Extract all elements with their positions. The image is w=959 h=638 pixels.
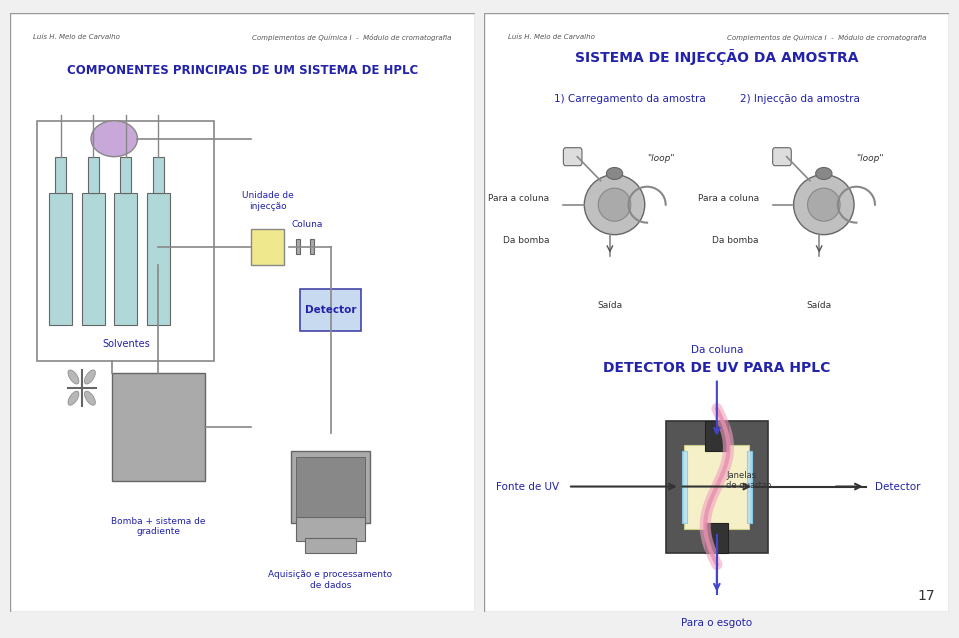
Ellipse shape: [584, 175, 644, 235]
Text: Complementos de Química I  -  Módulo de cromatografia: Complementos de Química I - Módulo de cr…: [252, 34, 452, 41]
Text: Janelas
de quartzo: Janelas de quartzo: [726, 471, 772, 490]
Bar: [295, 239, 300, 254]
Text: Para a coluna: Para a coluna: [697, 194, 759, 203]
Ellipse shape: [84, 370, 96, 384]
Ellipse shape: [816, 168, 832, 179]
Text: Aquisição e processamento
de dados: Aquisição e processamento de dados: [269, 570, 392, 590]
Bar: [705, 523, 729, 553]
Ellipse shape: [807, 188, 840, 221]
Bar: [300, 288, 361, 330]
Text: Coluna: Coluna: [292, 219, 323, 228]
Text: 2) Injecção da amostra: 2) Injecção da amostra: [740, 94, 860, 104]
Text: Para o esgoto: Para o esgoto: [681, 618, 753, 628]
Bar: [747, 450, 752, 523]
Text: Da bomba: Da bomba: [503, 236, 550, 245]
Ellipse shape: [91, 121, 137, 157]
Text: Complementos de Química I  -  Módulo de cromatografia: Complementos de Química I - Módulo de cr…: [727, 34, 926, 41]
Bar: [152, 157, 164, 193]
Bar: [291, 450, 370, 523]
Bar: [666, 420, 768, 553]
Ellipse shape: [68, 391, 79, 405]
Bar: [251, 228, 284, 265]
Text: COMPONENTES PRINCIPAIS DE UM SISTEMA DE HPLC: COMPONENTES PRINCIPAIS DE UM SISTEMA DE …: [66, 64, 418, 77]
Text: "loop": "loop": [856, 154, 884, 163]
Bar: [87, 157, 99, 193]
Bar: [37, 121, 214, 360]
Text: Para a coluna: Para a coluna: [488, 194, 550, 203]
Bar: [112, 373, 205, 480]
Bar: [295, 517, 365, 540]
Text: Da bomba: Da bomba: [713, 236, 759, 245]
Ellipse shape: [606, 168, 622, 179]
FancyBboxPatch shape: [773, 148, 791, 166]
Text: Saída: Saída: [597, 300, 622, 309]
Ellipse shape: [68, 370, 79, 384]
Text: Fonte de UV: Fonte de UV: [496, 482, 559, 491]
Bar: [82, 193, 105, 325]
Bar: [705, 420, 729, 450]
Text: "loop": "loop": [647, 154, 675, 163]
Text: Unidade de
injecção: Unidade de injecção: [242, 191, 293, 211]
Text: Luís H. Melo de Carvalho: Luís H. Melo de Carvalho: [507, 34, 595, 40]
Text: Solventes: Solventes: [102, 339, 150, 348]
Text: 17: 17: [918, 590, 935, 604]
Ellipse shape: [598, 188, 631, 221]
Bar: [56, 157, 66, 193]
Text: 1) Carregamento da amostra: 1) Carregamento da amostra: [554, 94, 706, 104]
Bar: [682, 450, 687, 523]
FancyBboxPatch shape: [563, 148, 582, 166]
Text: Bomba + sistema de
gradiente: Bomba + sistema de gradiente: [111, 517, 205, 536]
Text: SISTEMA DE INJECÇÃO DA AMOSTRA: SISTEMA DE INJECÇÃO DA AMOSTRA: [575, 48, 858, 64]
Bar: [49, 193, 72, 325]
Text: Da coluna: Da coluna: [690, 345, 743, 355]
Bar: [310, 239, 315, 254]
Text: Detector: Detector: [305, 304, 357, 315]
Bar: [685, 445, 749, 528]
Bar: [120, 157, 131, 193]
Bar: [147, 193, 170, 325]
Text: Detector: Detector: [875, 482, 921, 491]
Bar: [114, 193, 137, 325]
Ellipse shape: [84, 391, 96, 405]
Ellipse shape: [794, 175, 854, 235]
Text: Luís H. Melo de Carvalho: Luís H. Melo de Carvalho: [33, 34, 120, 40]
Text: Saída: Saída: [807, 300, 831, 309]
Bar: [305, 537, 356, 553]
Bar: [295, 457, 365, 517]
Text: DETECTOR DE UV PARA HPLC: DETECTOR DE UV PARA HPLC: [603, 360, 830, 375]
